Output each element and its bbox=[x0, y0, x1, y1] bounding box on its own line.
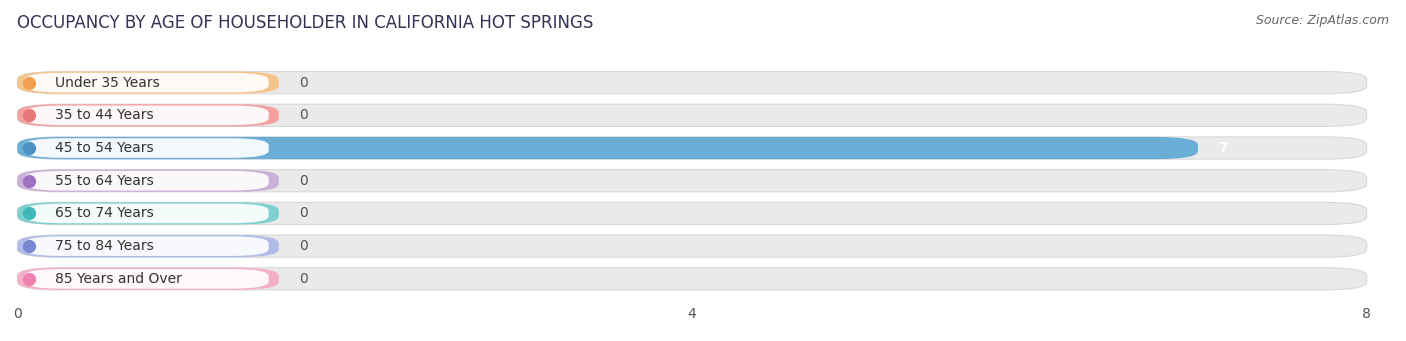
Text: 0: 0 bbox=[299, 174, 308, 188]
Text: 0: 0 bbox=[299, 272, 308, 286]
Text: 7: 7 bbox=[1218, 141, 1227, 155]
FancyBboxPatch shape bbox=[17, 169, 278, 192]
FancyBboxPatch shape bbox=[17, 72, 1367, 94]
Text: OCCUPANCY BY AGE OF HOUSEHOLDER IN CALIFORNIA HOT SPRINGS: OCCUPANCY BY AGE OF HOUSEHOLDER IN CALIF… bbox=[17, 14, 593, 32]
Text: 0: 0 bbox=[299, 76, 308, 90]
Text: 45 to 54 Years: 45 to 54 Years bbox=[55, 141, 153, 155]
FancyBboxPatch shape bbox=[24, 236, 269, 256]
FancyBboxPatch shape bbox=[17, 235, 1367, 257]
FancyBboxPatch shape bbox=[24, 269, 269, 288]
FancyBboxPatch shape bbox=[17, 202, 1367, 224]
FancyBboxPatch shape bbox=[17, 104, 1367, 127]
Text: 85 Years and Over: 85 Years and Over bbox=[55, 272, 181, 286]
Text: Source: ZipAtlas.com: Source: ZipAtlas.com bbox=[1256, 14, 1389, 27]
FancyBboxPatch shape bbox=[24, 105, 269, 125]
Text: 65 to 74 Years: 65 to 74 Years bbox=[55, 206, 153, 220]
FancyBboxPatch shape bbox=[17, 235, 278, 257]
FancyBboxPatch shape bbox=[17, 137, 1367, 159]
FancyBboxPatch shape bbox=[17, 137, 1198, 159]
FancyBboxPatch shape bbox=[24, 138, 269, 158]
FancyBboxPatch shape bbox=[17, 72, 278, 94]
FancyBboxPatch shape bbox=[24, 171, 269, 191]
FancyBboxPatch shape bbox=[17, 169, 1367, 192]
Text: 55 to 64 Years: 55 to 64 Years bbox=[55, 174, 153, 188]
Text: 0: 0 bbox=[299, 239, 308, 253]
FancyBboxPatch shape bbox=[24, 73, 269, 92]
Text: 35 to 44 Years: 35 to 44 Years bbox=[55, 108, 153, 122]
FancyBboxPatch shape bbox=[17, 268, 278, 290]
FancyBboxPatch shape bbox=[17, 268, 1367, 290]
FancyBboxPatch shape bbox=[24, 204, 269, 223]
Text: 0: 0 bbox=[299, 108, 308, 122]
FancyBboxPatch shape bbox=[17, 104, 278, 127]
Text: 0: 0 bbox=[299, 206, 308, 220]
Text: 75 to 84 Years: 75 to 84 Years bbox=[55, 239, 153, 253]
FancyBboxPatch shape bbox=[17, 202, 278, 224]
Text: Under 35 Years: Under 35 Years bbox=[55, 76, 159, 90]
